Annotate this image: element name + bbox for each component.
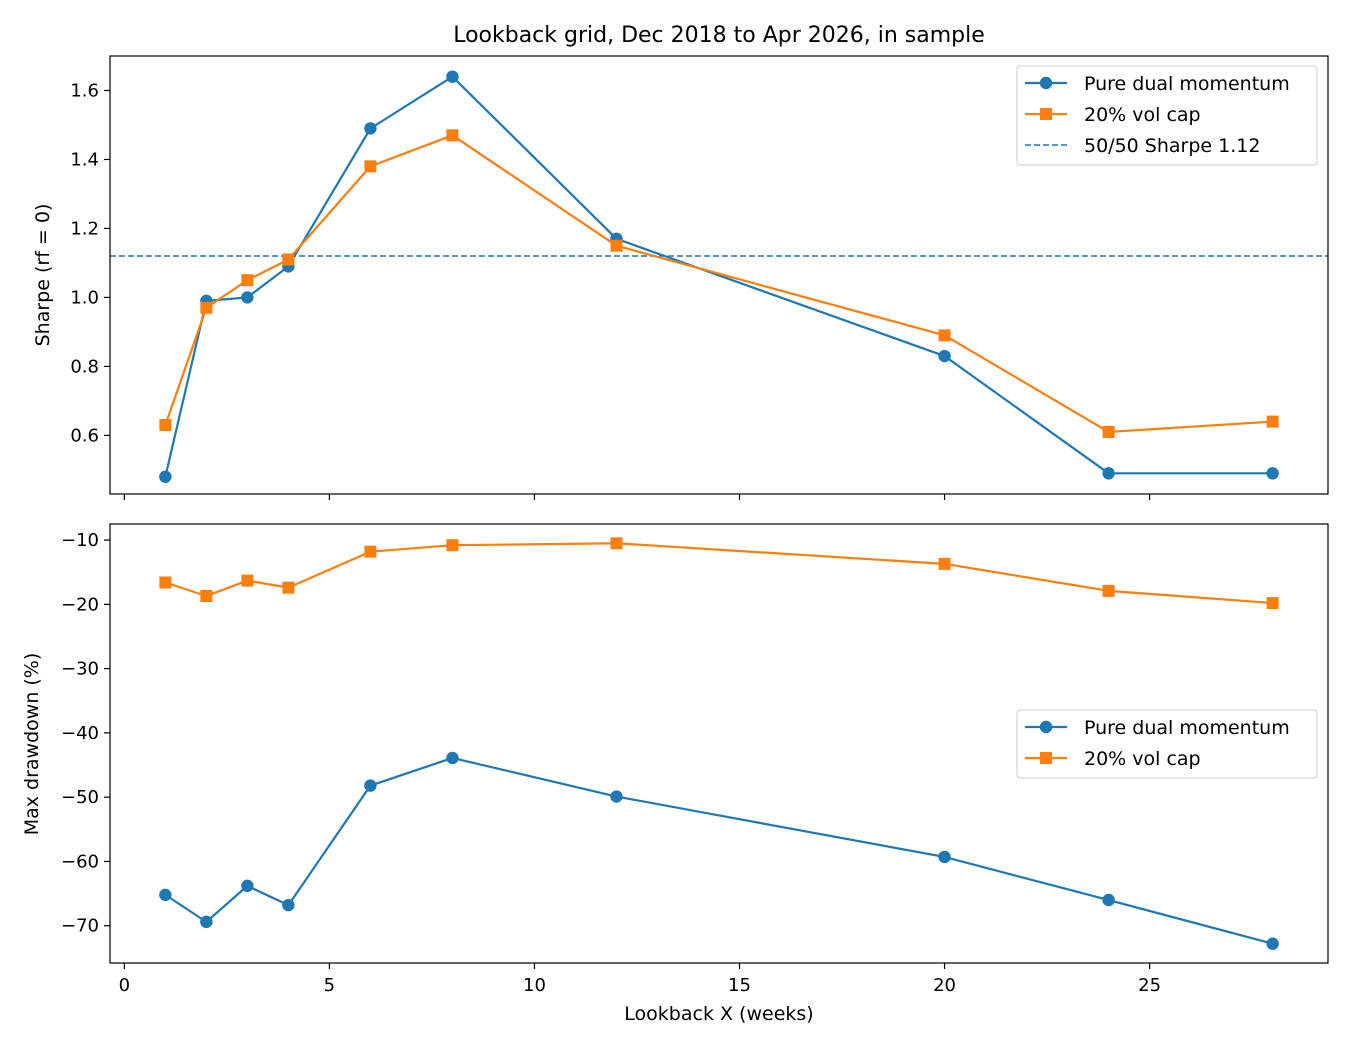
drawdown-point-pure-dual-momentum	[364, 779, 377, 792]
drawdown-x-tick-label: 10	[523, 975, 546, 996]
sharpe-point-pure-dual-momentum	[938, 349, 951, 363]
sharpe-point-pure-dual-momentum	[364, 122, 377, 135]
sharpe-legend: Pure dual momentum 20% vol cap 50/50 Sharp…	[1016, 65, 1318, 166]
sharpe-y-tick-label: 0.8	[70, 356, 99, 377]
sharpe-point-vol-cap-20	[159, 419, 172, 432]
sharpe-point-vol-cap-20	[1266, 415, 1279, 428]
drawdown-legend: Pure dual momentum 20% vol cap	[1016, 709, 1318, 779]
sharpe-legend-label-pure-dual-momentum: Pure dual momentum	[1084, 73, 1290, 95]
drawdown-legend-label-vol-cap-20: 20% vol cap	[1084, 748, 1201, 770]
sharpe-legend-label-reference: 50/50 Sharpe 1.12	[1084, 135, 1260, 157]
drawdown-point-pure-dual-momentum	[159, 888, 172, 902]
drawdown-legend-box	[1016, 709, 1318, 779]
sharpe-point-vol-cap-20	[1102, 425, 1115, 438]
sharpe-y-tick-label: 1.4	[70, 149, 99, 170]
sharpe-point-pure-dual-momentum	[159, 470, 172, 483]
sharpe-point-vol-cap-20	[282, 253, 295, 266]
drawdown-point-pure-dual-momentum	[610, 790, 623, 803]
drawdown-point-pure-dual-momentum	[938, 850, 951, 864]
drawdown-x-tick-label: 25	[1138, 975, 1161, 996]
drawdown-point-pure-dual-momentum	[200, 915, 213, 929]
drawdown-series-line-pure-dual-momentum	[164, 756, 1273, 945]
drawdown-y-axis-label: Max drawdown (%)	[21, 653, 43, 836]
drawdown-x-tick-label: 15	[728, 975, 751, 996]
drawdown-point-vol-cap-20	[1102, 584, 1115, 597]
drawdown-x-tick-label: 20	[933, 975, 956, 996]
drawdown-point-vol-cap-20	[159, 576, 172, 589]
drawdown-point-vol-cap-20	[282, 581, 295, 594]
sharpe-legend-marker-vol-cap-20	[1040, 108, 1052, 120]
sharpe-panel: 0.6 0.8 1.0 1.2 1.4 1.6 Sharpe (rf = 0) Pure …	[32, 55, 1329, 500]
sharpe-legend-marker-pure-dual-momentum	[1039, 76, 1053, 90]
sharpe-point-vol-cap-20	[241, 274, 254, 287]
drawdown-point-pure-dual-momentum	[1266, 937, 1279, 950]
sharpe-series-line-pure-dual-momentum	[164, 75, 1273, 478]
drawdown-y-tick-label: −30	[61, 659, 99, 680]
drawdown-point-pure-dual-momentum	[282, 898, 295, 912]
sharpe-series-line-vol-cap-20	[164, 134, 1273, 434]
drawdown-point-vol-cap-20	[446, 539, 459, 552]
drawdown-point-pure-dual-momentum	[1102, 893, 1115, 907]
drawdown-point-vol-cap-20	[200, 589, 213, 602]
drawdown-point-vol-cap-20	[241, 574, 254, 587]
sharpe-y-tick-label: 0.6	[70, 425, 99, 446]
sharpe-legend-label-vol-cap-20: 20% vol cap	[1084, 104, 1201, 126]
drawdown-point-vol-cap-20	[938, 557, 951, 570]
drawdown-point-pure-dual-momentum	[446, 751, 459, 765]
drawdown-x-tick-label: 5	[324, 975, 335, 996]
drawdown-y-tick-label: −50	[61, 787, 99, 808]
drawdown-y-tick-label: −60	[61, 851, 99, 872]
sharpe-y-tick-label: 1.2	[70, 218, 99, 239]
sharpe-point-pure-dual-momentum	[1266, 467, 1279, 480]
drawdown-legend-label-pure-dual-momentum: Pure dual momentum	[1084, 717, 1290, 739]
sharpe-y-axis-label: Sharpe (rf = 0)	[32, 204, 54, 347]
drawdown-x-tick-label: 0	[119, 975, 130, 996]
sharpe-point-pure-dual-momentum	[446, 70, 459, 83]
drawdown-legend-marker-vol-cap-20	[1040, 752, 1052, 764]
sharpe-point-vol-cap-20	[938, 329, 951, 342]
drawdown-plot-frame	[109, 523, 1329, 964]
sharpe-plot-frame	[109, 55, 1329, 495]
sharpe-y-tick-label: 1.0	[70, 287, 99, 308]
sharpe-point-vol-cap-20	[364, 160, 377, 173]
drawdown-series-line-vol-cap-20	[165, 542, 1273, 605]
sharpe-point-pure-dual-momentum	[241, 291, 254, 304]
drawdown-point-pure-dual-momentum	[241, 879, 254, 893]
drawdown-point-vol-cap-20	[1266, 597, 1279, 610]
drawdown-panel: 0 5 10 15 20 25 −70 −60 −50 −40 −30 −20 −10 Max dra…	[21, 523, 1329, 1025]
sharpe-point-pure-dual-momentum	[1102, 467, 1115, 480]
drawdown-y-tick-label: −20	[61, 594, 99, 615]
sharpe-legend-box	[1016, 65, 1318, 166]
figure-title: Lookback grid, Dec 2018 to Apr 2026, in …	[453, 23, 985, 48]
drawdown-point-vol-cap-20	[364, 545, 377, 558]
sharpe-point-vol-cap-20	[200, 301, 213, 314]
drawdown-legend-marker-pure-dual-momentum	[1039, 720, 1053, 734]
drawdown-x-axis-label: Lookback X (weeks)	[624, 1003, 813, 1025]
sharpe-point-vol-cap-20	[610, 239, 623, 252]
sharpe-y-tick-label: 1.6	[70, 80, 99, 101]
drawdown-y-tick-label: −10	[61, 530, 99, 551]
drawdown-y-tick-label: −70	[61, 916, 99, 937]
sharpe-point-vol-cap-20	[446, 129, 459, 142]
drawdown-point-vol-cap-20	[610, 537, 623, 550]
drawdown-y-tick-label: −40	[61, 723, 99, 744]
